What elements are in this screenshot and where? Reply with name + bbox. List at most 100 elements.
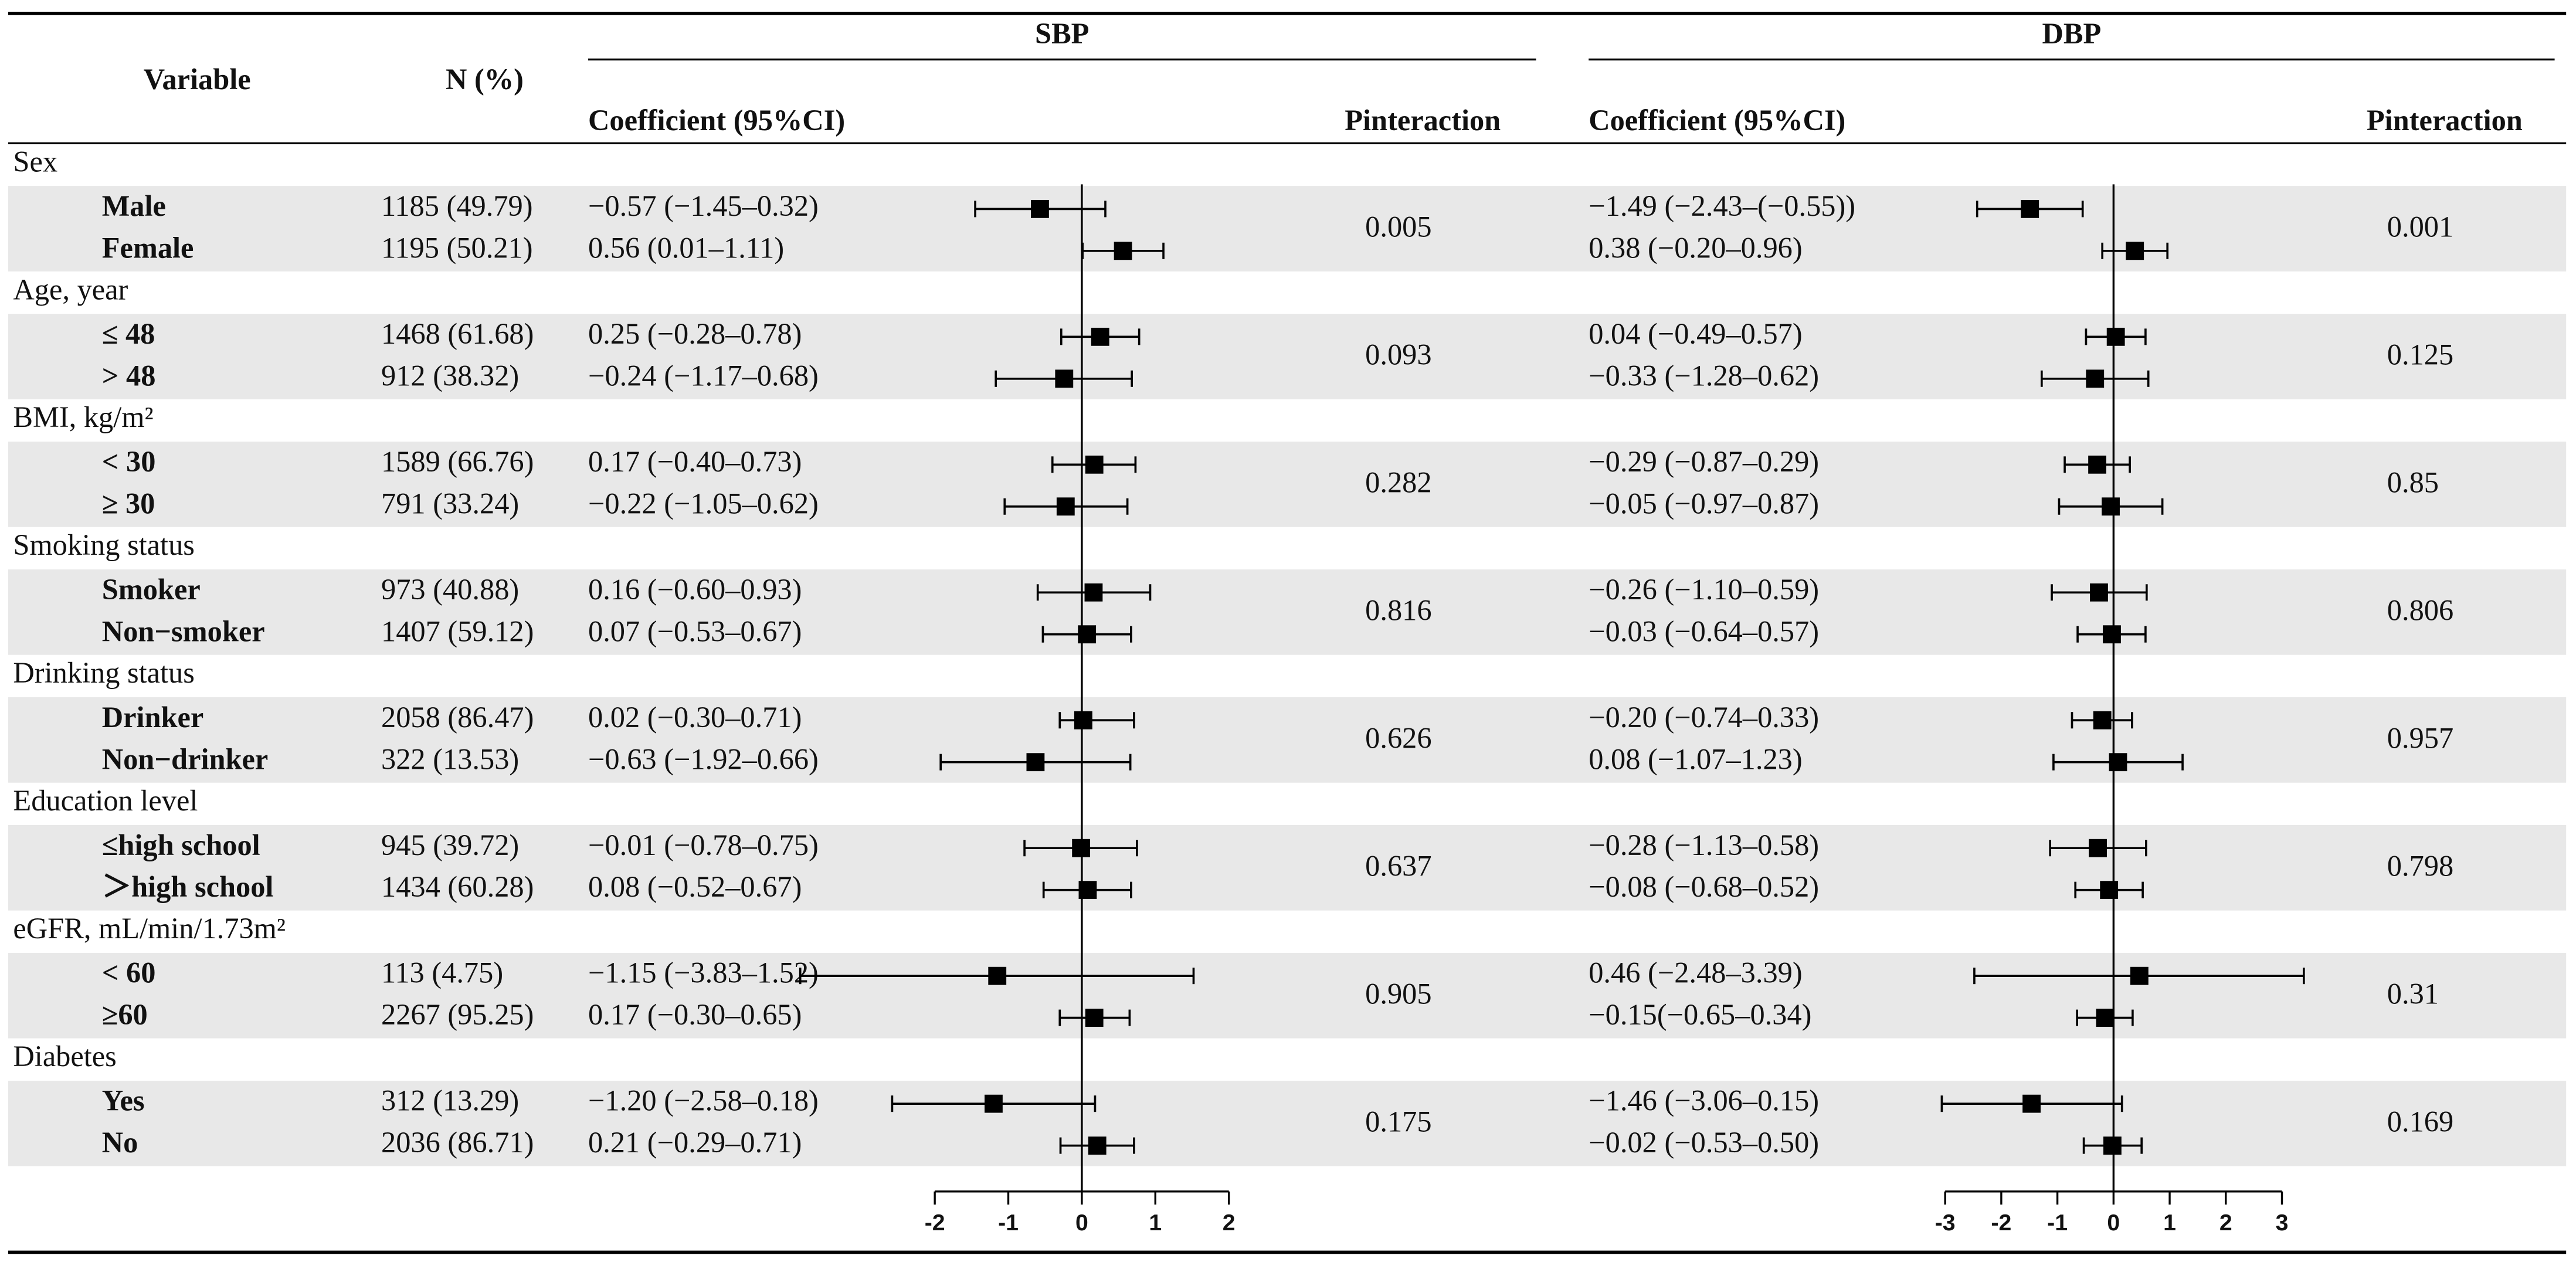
coefficient: −0.33 (−1.28–0.62) (1589, 359, 1819, 392)
panel-title: DBP (2042, 17, 2101, 50)
x-tick-label: 1 (1149, 1210, 1162, 1236)
panel-title: SBP (1035, 17, 1089, 50)
n-value: 1468 (61.68) (381, 317, 534, 350)
n-value: 1407 (59.12) (381, 615, 534, 647)
row-label: Non−drinker (102, 742, 269, 775)
coefficient: −0.57 (−1.45–0.32) (588, 189, 819, 222)
coefficient: 0.08 (−0.52–0.67) (588, 870, 802, 903)
point-estimate (2086, 369, 2105, 388)
point-estimate (1091, 327, 1109, 346)
coefficient: −0.02 (−0.53–0.50) (1589, 1126, 1819, 1159)
point-estimate (1088, 1136, 1107, 1155)
coefficient: −0.20 (−0.74–0.33) (1589, 701, 1819, 734)
point-estimate (2089, 839, 2107, 857)
point-estimate (2022, 1094, 2041, 1113)
row-label: ≤high school (102, 829, 260, 861)
group-label: Age, year (13, 273, 128, 306)
coefficient: −1.15 (−3.83–1.52) (588, 956, 819, 989)
n-value: 973 (40.88) (381, 573, 519, 606)
point-estimate (2090, 583, 2108, 602)
point-estimate (1056, 497, 1075, 516)
p-interaction: 0.31 (2387, 977, 2439, 1010)
x-tick-label: 0 (2107, 1210, 2120, 1236)
p-interaction: 0.806 (2387, 594, 2453, 627)
n-value: 1185 (49.79) (381, 189, 533, 222)
point-estimate (1078, 625, 1097, 644)
point-estimate (2093, 711, 2112, 729)
point-estimate (1114, 242, 1132, 260)
row-label: ≤ 48 (102, 317, 155, 350)
coefficient: 0.21 (−0.29–0.71) (588, 1126, 802, 1159)
group-label: BMI, kg/m² (13, 401, 153, 433)
p-interaction: 0.626 (1365, 722, 1431, 755)
row-label: < 30 (102, 445, 156, 478)
x-tick-label: -3 (1935, 1210, 1956, 1236)
group-label: Education level (13, 784, 198, 817)
p-interaction: 0.637 (1365, 850, 1431, 883)
n-value: 945 (39.72) (381, 829, 519, 861)
n-value: 322 (13.53) (381, 742, 519, 775)
coefficient: −0.15(−0.65–0.34) (1589, 998, 1811, 1031)
coefficient: −1.46 (−3.06–0.15) (1589, 1084, 1819, 1117)
p-header: Pinteraction (1345, 104, 1501, 137)
point-estimate (2103, 625, 2121, 644)
point-estimate (1026, 753, 1045, 772)
n-value: 113 (4.75) (381, 956, 503, 989)
row-shading (8, 442, 2567, 527)
group-label: Diabetes (13, 1040, 116, 1073)
n-value: 2267 (95.25) (381, 998, 534, 1031)
row-label: Female (102, 231, 194, 264)
row-label: Yes (102, 1084, 145, 1117)
n-value: 1195 (50.21) (381, 231, 533, 264)
p-interaction: 0.85 (2387, 466, 2439, 499)
n-value: 312 (13.29) (381, 1084, 519, 1117)
point-estimate (1072, 839, 1091, 857)
coefficient: 0.17 (−0.40–0.73) (588, 445, 802, 478)
row-label: Smoker (102, 573, 201, 606)
row-label: Drinker (102, 701, 204, 734)
n-header: N (%) (446, 63, 524, 96)
group-label: eGFR, mL/min/1.73m² (13, 912, 286, 945)
row-shading (8, 697, 2567, 783)
x-tick-label: 2 (1223, 1210, 1236, 1236)
coef-header: Coefficient (95%CI) (588, 104, 845, 137)
coefficient: 0.02 (−0.30–0.71) (588, 701, 802, 734)
row-label: ≥ 30 (102, 487, 155, 520)
p-interaction: 0.957 (2387, 722, 2453, 755)
point-estimate (2100, 881, 2119, 900)
coefficient: 0.25 (−0.28–0.78) (588, 317, 802, 350)
point-estimate (2106, 327, 2125, 346)
x-tick-label: -2 (1991, 1210, 2011, 1236)
point-estimate (1031, 199, 1049, 218)
point-estimate (2103, 1136, 2122, 1155)
point-estimate (1078, 881, 1097, 900)
point-estimate (1055, 369, 1074, 388)
row-label: Non−smoker (102, 615, 265, 647)
p-header: Pinteraction (2367, 104, 2523, 137)
x-tick-label: 0 (1075, 1210, 1088, 1236)
p-interaction: 0.005 (1365, 211, 1431, 243)
group-label: Smoking status (13, 528, 194, 561)
point-estimate (2102, 497, 2120, 516)
row-label: Male (102, 189, 166, 222)
row-label: > 48 (102, 359, 156, 392)
group-label: Drinking status (13, 656, 194, 689)
n-value: 791 (33.24) (381, 487, 519, 520)
n-value: 2036 (86.71) (381, 1126, 534, 1159)
n-value: 1589 (66.76) (381, 445, 534, 478)
p-interaction: 0.093 (1365, 338, 1431, 371)
row-shading (8, 314, 2567, 399)
point-estimate (1074, 711, 1092, 729)
point-estimate (2021, 199, 2039, 218)
x-tick-label: -2 (925, 1210, 945, 1236)
n-value: 912 (38.32) (381, 359, 519, 392)
coefficient: 0.46 (−2.48–3.39) (1589, 956, 1802, 989)
row-label: ＞high school (102, 870, 274, 903)
p-interaction: 0.905 (1365, 977, 1431, 1010)
point-estimate (1085, 455, 1104, 474)
coefficient: −0.28 (−1.13–0.58) (1589, 829, 1819, 861)
coefficient: −0.63 (−1.92–0.66) (588, 742, 819, 775)
p-interaction: 0.001 (2387, 211, 2453, 243)
coefficient: −0.01 (−0.78–0.75) (588, 829, 819, 861)
x-tick-label: 2 (2219, 1210, 2232, 1236)
